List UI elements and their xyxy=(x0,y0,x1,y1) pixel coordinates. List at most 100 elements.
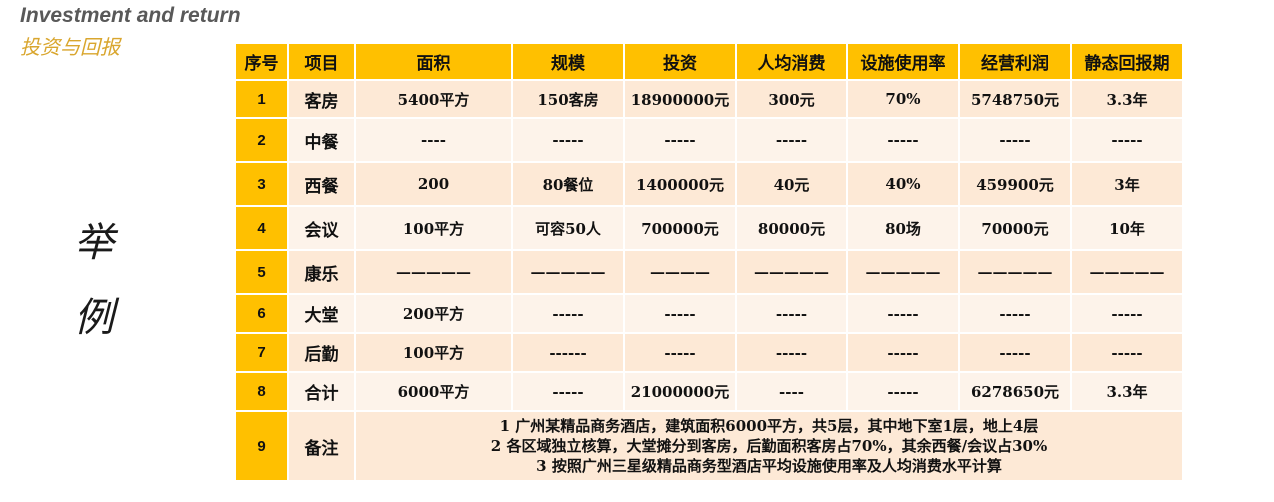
row-scale: ----- xyxy=(511,293,625,334)
row-item: 中餐 xyxy=(287,117,356,163)
row-scale: ----- xyxy=(511,371,625,412)
row-usage: ----- xyxy=(846,293,960,334)
row-investment: ----- xyxy=(623,293,737,334)
row-per-capita: 300元 xyxy=(735,79,848,119)
header-cell-payback: 静态回报期 xyxy=(1070,42,1184,81)
row-scale: ------ xyxy=(511,332,625,373)
table-row: 3 西餐 200 80餐位 1400000元 40元 40% 459900元 3… xyxy=(234,161,1184,207)
row-payback: ----- xyxy=(1070,332,1184,373)
row-payback: 3年 xyxy=(1070,161,1184,207)
row-payback: ————— xyxy=(1070,249,1184,295)
row-per-capita: 80000元 xyxy=(735,205,848,251)
row-area: ---- xyxy=(354,117,513,163)
note-line-3: 3 按照广州三星级精品商务型酒店平均设施使用率及人均消费水平计算 xyxy=(536,457,1002,475)
row-per-capita: ----- xyxy=(735,117,848,163)
header-cell-item: 项目 xyxy=(287,42,356,81)
row-number: 3 xyxy=(234,161,289,207)
row-payback: 10年 xyxy=(1070,205,1184,251)
row-area: 200 xyxy=(354,161,513,207)
row-usage: ----- xyxy=(846,371,960,412)
row-scale: 可容50人 xyxy=(511,205,625,251)
table-row: 2 中餐 ---- ----- ----- ----- ----- ----- … xyxy=(234,117,1184,163)
row-profit: ————— xyxy=(958,249,1072,295)
page-title-en: Investment and return xyxy=(20,4,241,27)
row-number: 9 xyxy=(234,410,289,482)
row-profit: 70000元 xyxy=(958,205,1072,251)
row-area: 100平方 xyxy=(354,205,513,251)
table-row: 7 后勤 100平方 ------ ----- ----- ----- ----… xyxy=(234,332,1184,373)
page-title-cn: 投资与回报 xyxy=(20,35,120,59)
header-cell-scale: 规模 xyxy=(511,42,625,81)
header-cell-investment: 投资 xyxy=(623,42,737,81)
row-investment: 18900000元 xyxy=(623,79,737,119)
header-cell-area: 面积 xyxy=(354,42,513,81)
table-header-row: 序号 项目 面积 规模 投资 人均消费 设施使用率 经营利润 静态回报期 xyxy=(234,42,1184,81)
table-row-notes: 9 备注 1 广州某精品商务酒店，建筑面积6000平方，共5层，其中地下室1层，… xyxy=(234,410,1184,482)
row-profit: ----- xyxy=(958,293,1072,334)
row-usage: 80场 xyxy=(846,205,960,251)
row-area: 100平方 xyxy=(354,332,513,373)
row-per-capita: 40元 xyxy=(735,161,848,207)
row-number: 1 xyxy=(234,79,289,119)
row-scale: 80餐位 xyxy=(511,161,625,207)
row-investment: ———— xyxy=(623,249,737,295)
side-label-char-2: 例 xyxy=(74,295,114,341)
header-cell-no: 序号 xyxy=(234,42,289,81)
row-item: 会议 xyxy=(287,205,356,251)
row-investment: 21000000元 xyxy=(623,371,737,412)
row-number: 5 xyxy=(234,249,289,295)
row-profit: ----- xyxy=(958,332,1072,373)
row-area: 200平方 xyxy=(354,293,513,334)
row-number: 2 xyxy=(234,117,289,163)
row-payback: ----- xyxy=(1070,293,1184,334)
row-area: 6000平方 xyxy=(354,371,513,412)
row-per-capita: ----- xyxy=(735,293,848,334)
row-area: ————— xyxy=(354,249,513,295)
row-usage: 70% xyxy=(846,79,960,119)
table-row: 5 康乐 ————— ————— ———— ————— ————— ————— … xyxy=(234,249,1184,295)
row-item: 康乐 xyxy=(287,249,356,295)
row-area: 5400平方 xyxy=(354,79,513,119)
row-number: 4 xyxy=(234,205,289,251)
row-scale: ----- xyxy=(511,117,625,163)
table-row: 6 大堂 200平方 ----- ----- ----- ----- -----… xyxy=(234,293,1184,334)
row-usage: ----- xyxy=(846,117,960,163)
row-usage: ————— xyxy=(846,249,960,295)
row-usage: ----- xyxy=(846,332,960,373)
row-investment: 1400000元 xyxy=(623,161,737,207)
row-per-capita: ---- xyxy=(735,371,848,412)
row-item: 后勤 xyxy=(287,332,356,373)
row-item: 大堂 xyxy=(287,293,356,334)
table-row: 4 会议 100平方 可容50人 700000元 80000元 80场 7000… xyxy=(234,205,1184,251)
notes-cell: 1 广州某精品商务酒店，建筑面积6000平方，共5层，其中地下室1层，地上4层 … xyxy=(354,410,1184,482)
row-investment: 700000元 xyxy=(623,205,737,251)
row-number: 7 xyxy=(234,332,289,373)
note-line-2: 2 各区域独立核算，大堂摊分到客房，后勤面积客房占70%，其余西餐/会议占30% xyxy=(490,437,1048,455)
header-cell-profit: 经营利润 xyxy=(958,42,1072,81)
row-usage: 40% xyxy=(846,161,960,207)
row-scale: 150客房 xyxy=(511,79,625,119)
row-item: 客房 xyxy=(287,79,356,119)
row-item: 合计 xyxy=(287,371,356,412)
table-row-total: 8 合计 6000平方 ----- 21000000元 ---- ----- 6… xyxy=(234,371,1184,412)
row-investment: ----- xyxy=(623,332,737,373)
header-cell-per-capita: 人均消费 xyxy=(735,42,848,81)
row-profit: 459900元 xyxy=(958,161,1072,207)
row-per-capita: ————— xyxy=(735,249,848,295)
row-payback: 3.3年 xyxy=(1070,371,1184,412)
row-payback: 3.3年 xyxy=(1070,79,1184,119)
row-profit: 6278650元 xyxy=(958,371,1072,412)
row-number: 6 xyxy=(234,293,289,334)
table-row: 1 客房 5400平方 150客房 18900000元 300元 70% 574… xyxy=(234,79,1184,119)
side-label-char-1: 举 xyxy=(74,220,114,266)
row-number: 8 xyxy=(234,371,289,412)
row-investment: ----- xyxy=(623,117,737,163)
investment-table: 序号 项目 面积 规模 投资 人均消费 设施使用率 经营利润 静态回报期 1 客… xyxy=(234,42,1184,482)
row-scale: ————— xyxy=(511,249,625,295)
row-profit: ----- xyxy=(958,117,1072,163)
note-line-1: 1 广州某精品商务酒店，建筑面积6000平方，共5层，其中地下室1层，地上4层 xyxy=(499,417,1039,435)
row-per-capita: ----- xyxy=(735,332,848,373)
row-profit: 5748750元 xyxy=(958,79,1072,119)
row-item: 备注 xyxy=(287,410,356,482)
